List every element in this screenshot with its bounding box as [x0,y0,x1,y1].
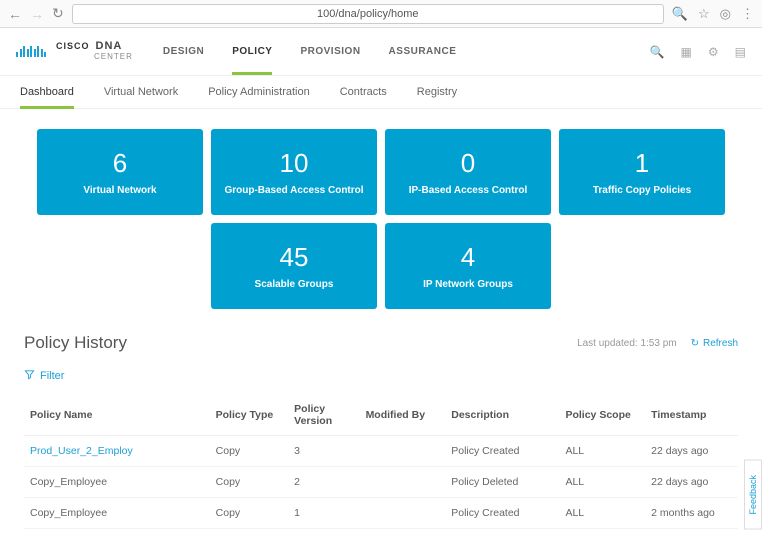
feedback-label: Feedback [748,475,758,515]
col-modified-by[interactable]: Modified By [360,395,446,436]
cell: ALL [559,436,645,467]
history-title: Policy History [24,333,127,353]
cisco-icon [16,46,46,57]
subnav-contracts[interactable]: Contracts [340,86,387,108]
feedback-tab[interactable]: Feedback [744,460,762,530]
tile-ip-network-groups[interactable]: 4 IP Network Groups [385,223,551,309]
cell: Policy Created [445,436,559,467]
tile-label: IP-Based Access Control [409,185,528,196]
col-policy-version[interactable]: Policy Version [288,395,359,436]
circle-icon[interactable]: ◎ [720,6,731,22]
search-icon[interactable]: 🔍 [672,6,688,22]
subnav-policy-administration[interactable]: Policy Administration [208,86,310,108]
tile-label: Virtual Network [83,185,156,196]
refresh-button[interactable]: ↻ Refresh [691,338,738,349]
tile-count: 1 [635,148,649,179]
main-nav-assurance[interactable]: ASSURANCE [389,29,457,74]
history-table: Policy NamePolicy TypePolicy VersionModi… [24,395,738,529]
header-icons: 🔍 ▦ ⚙ ▤ [650,45,746,59]
cell [360,467,446,498]
tile-traffic-copy-policies[interactable]: 1 Traffic Copy Policies [559,129,725,215]
url-input[interactable]: 100/dna/policy/home [72,4,664,24]
brand-text: CISCO DNA CENTER [56,41,133,62]
cell: Policy Deleted [445,467,559,498]
cell [360,436,446,467]
tile-label: Scalable Groups [255,279,334,290]
cell: Copy_Employee [24,498,210,529]
col-timestamp[interactable]: Timestamp [645,395,738,436]
policy-link[interactable]: Prod_User_2_Employ [30,445,133,457]
tile-label: Group-Based Access Control [224,185,363,196]
cell: ALL [559,498,645,529]
tile-count: 10 [280,148,309,179]
browser-chrome: ← → ↻ 100/dna/policy/home 🔍 ☆ ◎ ⋮ [0,0,762,28]
main-nav-design[interactable]: DESIGN [163,29,204,74]
cell: 1 [288,498,359,529]
cell: Copy_Employee [24,467,210,498]
cell: 2 months ago [645,498,738,529]
col-policy-name[interactable]: Policy Name [24,395,210,436]
list-icon[interactable]: ▤ [735,45,746,59]
forward-icon[interactable]: → [30,6,44,22]
refresh-label: Refresh [703,338,738,349]
refresh-icon: ↻ [691,338,699,349]
filter-icon [24,369,35,383]
app-header: CISCO DNA CENTER DESIGN POLICY PROVISION AS… [0,28,762,76]
cell: Copy [210,467,289,498]
brand-top: CISCO [56,41,90,52]
cell: 22 days ago [645,436,738,467]
tile-virtual-network[interactable]: 6 Virtual Network [37,129,203,215]
filter-button[interactable]: Filter [24,369,64,383]
settings-icon[interactable]: ⚙ [708,45,719,59]
cell: Policy Created [445,498,559,529]
history-header: Policy History Last updated: 1:53 pm ↻ R… [24,329,738,363]
header-search-icon[interactable]: 🔍 [650,45,665,59]
main-nav: DESIGN POLICY PROVISION ASSURANCE [163,29,457,74]
apps-icon[interactable]: ▦ [681,45,692,59]
tile-label: Traffic Copy Policies [593,185,691,196]
cell: 2 [288,467,359,498]
cell: 22 days ago [645,467,738,498]
cell: Prod_User_2_Employ [24,436,210,467]
tile-label: IP Network Groups [423,279,513,290]
cell: Copy [210,498,289,529]
tile-group-based-access-control[interactable]: 10 Group-Based Access Control [211,129,377,215]
main-nav-policy[interactable]: POLICY [232,29,272,74]
tile-ip-based-access-control[interactable]: 0 IP-Based Access Control [385,129,551,215]
policy-history-section: Policy History Last updated: 1:53 pm ↻ R… [0,319,762,529]
back-icon[interactable]: ← [8,6,22,22]
col-description[interactable]: Description [445,395,559,436]
url-text: 100/dna/policy/home [317,8,419,20]
subnav-virtual-network[interactable]: Virtual Network [104,86,178,108]
tile-scalable-groups[interactable]: 45 Scalable Groups [211,223,377,309]
dashboard-tiles: 6Virtual Network10Group-Based Access Con… [0,109,762,319]
col-policy-scope[interactable]: Policy Scope [559,395,645,436]
filter-label: Filter [40,370,64,382]
brand-logo[interactable]: CISCO DNA CENTER [16,41,133,62]
tile-count: 0 [461,148,475,179]
col-policy-type[interactable]: Policy Type [210,395,289,436]
table-row[interactable]: Copy_EmployeeCopy2 Policy DeletedALL22 da… [24,467,738,498]
tile-count: 4 [461,242,475,273]
cell [360,498,446,529]
main-nav-provision[interactable]: PROVISION [300,29,360,74]
more-icon[interactable]: ⋮ [741,6,754,22]
cell: 3 [288,436,359,467]
last-updated: Last updated: 1:53 pm [577,338,677,349]
table-row[interactable]: Prod_User_2_Employ Copy3 Policy CreatedALL… [24,436,738,467]
reload-icon[interactable]: ↻ [52,5,64,22]
subnav-registry[interactable]: Registry [417,86,457,108]
browser-right-icons: 🔍 ☆ ◎ ⋮ [672,6,754,22]
brand-sub2: CENTER [94,51,133,62]
cell: Copy [210,436,289,467]
star-icon[interactable]: ☆ [698,6,710,22]
cell: ALL [559,467,645,498]
subnav-dashboard[interactable]: Dashboard [20,86,74,108]
tile-count: 6 [113,148,127,179]
tile-count: 45 [280,242,309,273]
table-row[interactable]: Copy_EmployeeCopy1 Policy CreatedALL2 mon… [24,498,738,529]
sub-nav: Dashboard Virtual Network Policy Administr… [0,76,762,109]
